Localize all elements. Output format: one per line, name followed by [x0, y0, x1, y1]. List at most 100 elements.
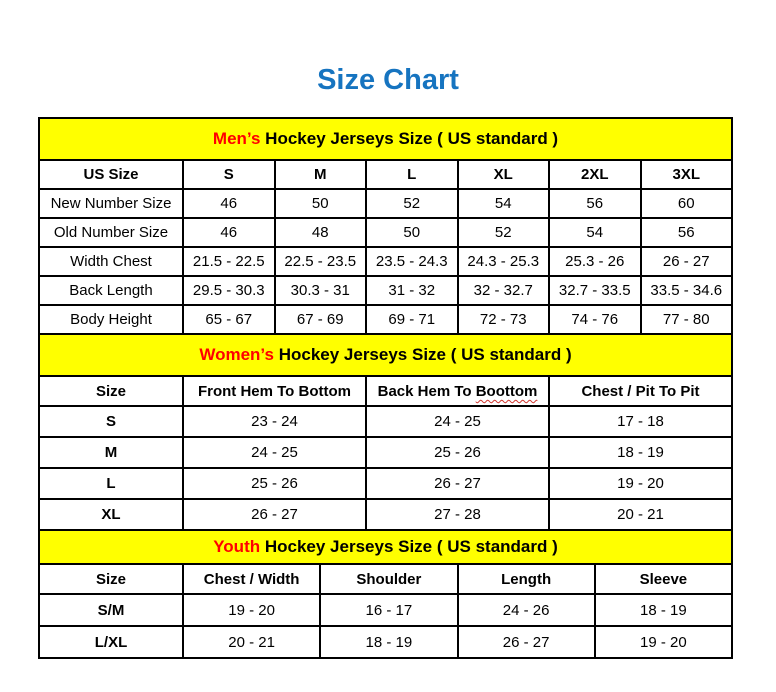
- size-cell: 18 - 19: [548, 436, 733, 470]
- row-label: Body Height: [38, 304, 184, 336]
- table-row: Back Length 29.5 - 30.3 30.3 - 31 31 - 32 32…: [38, 275, 733, 307]
- size-cell: 50: [365, 217, 459, 249]
- size-cell: 30.3 - 31: [273, 275, 367, 307]
- size-cell: 46: [182, 188, 276, 220]
- column-header: Chest / Width: [181, 563, 322, 596]
- size-cell: 26 - 27: [639, 246, 733, 278]
- size-cell: 77 - 80: [639, 304, 733, 336]
- size-cell: 67 - 69: [273, 304, 367, 336]
- column-header: Front Hem To Bottom: [182, 375, 367, 408]
- womens-section-header: Women’s Hockey Jerseys Size ( US standar…: [38, 333, 733, 378]
- row-label: M: [38, 436, 184, 470]
- table-row: S/M 19 - 20 16 - 17 24 - 26 18 - 19: [38, 593, 734, 628]
- size-cell: 26 - 27: [182, 498, 367, 532]
- size-cell: 25 - 26: [365, 436, 550, 470]
- size-cell: 31 - 32: [365, 275, 459, 307]
- table-row: L 25 - 26 26 - 27 19 - 20: [38, 467, 733, 501]
- size-cell: 29.5 - 30.3: [182, 275, 276, 307]
- section-header-rest: Hockey Jerseys Size ( US standard ): [260, 129, 559, 149]
- column-header: 2XL: [548, 159, 642, 191]
- column-header: US Size: [38, 159, 184, 191]
- size-cell: 16 - 17: [319, 593, 459, 628]
- size-cell: 69 - 71: [365, 304, 459, 336]
- size-cell: 52: [456, 217, 550, 249]
- size-cell: 50: [273, 188, 367, 220]
- size-cell: 27 - 28: [365, 498, 550, 532]
- column-header: Back Hem To Boottom: [365, 375, 550, 408]
- column-header: Size: [38, 563, 184, 596]
- table-row: New Number Size 46 50 52 54 56 60: [38, 188, 733, 220]
- size-cell: 24 - 25: [182, 436, 367, 470]
- youth-size-table: Youth Hockey Jerseys Size ( US standard …: [38, 529, 734, 660]
- table-row: S 23 - 24 24 - 25 17 - 18: [38, 405, 733, 439]
- section-header-highlight: Youth: [213, 537, 261, 557]
- size-cell: 56: [548, 188, 642, 220]
- column-header: S: [182, 159, 276, 191]
- row-label: L/XL: [38, 625, 184, 660]
- size-cell: 33.5 - 34.6: [639, 275, 733, 307]
- size-cell: 23 - 24: [182, 405, 367, 439]
- table-row: Body Height 65 - 67 67 - 69 69 - 71 72 - 73 7…: [38, 304, 733, 336]
- section-header-highlight: Women’s: [199, 345, 274, 365]
- column-header: Length: [456, 563, 596, 596]
- mens-size-table: Men’s Hockey Jerseys Size ( US standard …: [38, 117, 733, 336]
- column-header: Chest / Pit To Pit: [548, 375, 733, 408]
- size-cell: 20 - 21: [548, 498, 733, 532]
- page-title: Size Chart: [317, 64, 459, 96]
- size-cell: 24 - 25: [365, 405, 550, 439]
- column-header: XL: [456, 159, 550, 191]
- column-header: Sleeve: [593, 563, 734, 596]
- size-cell: 26 - 27: [365, 467, 550, 501]
- size-cell: 60: [639, 188, 733, 220]
- size-cell: 20 - 21: [181, 625, 322, 660]
- size-cell: 17 - 18: [548, 405, 733, 439]
- row-label: Back Length: [38, 275, 184, 307]
- size-cell: 21.5 - 22.5: [182, 246, 276, 278]
- size-cell: 72 - 73: [456, 304, 550, 336]
- row-label: New Number Size: [38, 188, 184, 220]
- column-header: L: [365, 159, 459, 191]
- misspelled-word: Boottom: [475, 382, 538, 400]
- size-cell: 24 - 26: [456, 593, 596, 628]
- row-label: Width Chest: [38, 246, 184, 278]
- table-row: L/XL 20 - 21 18 - 19 26 - 27 19 - 20: [38, 625, 734, 660]
- size-cell: 56: [639, 217, 733, 249]
- size-cell: 18 - 19: [593, 593, 734, 628]
- size-cell: 24.3 - 25.3: [456, 246, 550, 278]
- row-label: XL: [38, 498, 184, 532]
- column-header: M: [273, 159, 367, 191]
- size-cell: 48: [273, 217, 367, 249]
- table-row: XL 26 - 27 27 - 28 20 - 21: [38, 498, 733, 532]
- size-cell: 25.3 - 26: [548, 246, 642, 278]
- size-cell: 18 - 19: [319, 625, 459, 660]
- size-cell: 54: [456, 188, 550, 220]
- size-tables: Men’s Hockey Jerseys Size ( US standard …: [38, 117, 734, 660]
- section-header-highlight: Men’s: [212, 129, 261, 149]
- table-row: Old Number Size 46 48 50 52 54 56: [38, 217, 733, 249]
- column-header: 3XL: [639, 159, 733, 191]
- column-header: Size: [38, 375, 184, 408]
- row-label: S: [38, 405, 184, 439]
- size-cell: 52: [365, 188, 459, 220]
- size-cell: 19 - 20: [181, 593, 322, 628]
- size-cell: 19 - 20: [548, 467, 733, 501]
- size-cell: 32.7 - 33.5: [548, 275, 642, 307]
- size-cell: 46: [182, 217, 276, 249]
- column-header: Shoulder: [319, 563, 459, 596]
- size-cell: 22.5 - 23.5: [273, 246, 367, 278]
- mens-section-header: Men’s Hockey Jerseys Size ( US standard …: [38, 117, 733, 162]
- size-cell: 23.5 - 24.3: [365, 246, 459, 278]
- row-label: S/M: [38, 593, 184, 628]
- table-row: Width Chest 21.5 - 22.5 22.5 - 23.5 23.5 - …: [38, 246, 733, 278]
- row-label: L: [38, 467, 184, 501]
- size-cell: 65 - 67: [182, 304, 276, 336]
- table-row: M 24 - 25 25 - 26 18 - 19: [38, 436, 733, 470]
- size-cell: 25 - 26: [182, 467, 367, 501]
- row-label: Old Number Size: [38, 217, 184, 249]
- size-cell: 19 - 20: [593, 625, 734, 660]
- section-header-rest: Hockey Jerseys Size ( US standard ): [260, 537, 558, 557]
- youth-section-header: Youth Hockey Jerseys Size ( US standard …: [38, 529, 733, 566]
- section-header-rest: Hockey Jerseys Size ( US standard ): [273, 345, 572, 365]
- size-cell: 74 - 76: [548, 304, 642, 336]
